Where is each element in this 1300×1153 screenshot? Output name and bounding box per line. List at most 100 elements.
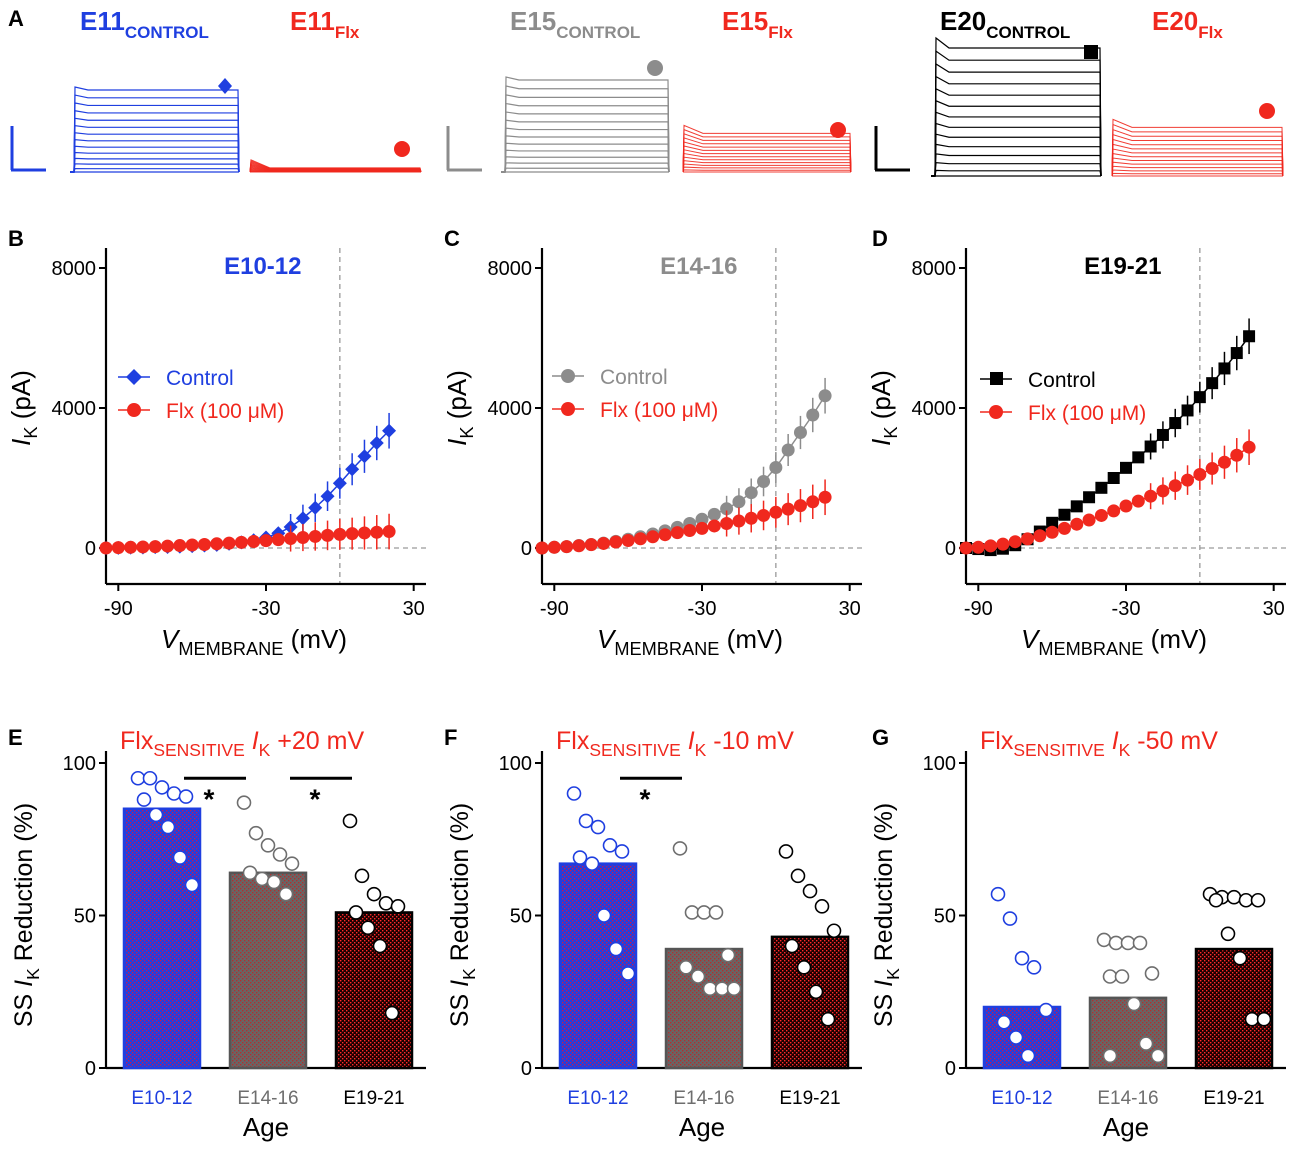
- y-tick-label: 50: [510, 906, 532, 928]
- data-point: [242, 865, 258, 881]
- data-point: [1033, 529, 1047, 543]
- bar-E19-21: [334, 911, 414, 1070]
- panel-letter-e: E: [8, 725, 23, 750]
- significance-star: *: [204, 783, 215, 814]
- data-point: [1232, 950, 1248, 966]
- legend-label: Control: [600, 366, 668, 389]
- y-axis-label: SS IK Reduction (%): [446, 803, 479, 1027]
- data-point: [778, 844, 794, 859]
- data-point: [296, 531, 310, 544]
- data-point: [1102, 969, 1118, 984]
- data-point: [996, 1014, 1012, 1030]
- data-point: [1256, 1011, 1272, 1027]
- series-flx: Flx (100 μM): [99, 400, 396, 555]
- trace-line: [1111, 153, 1284, 177]
- panel-letter-c: C: [444, 226, 460, 251]
- data-point: [161, 539, 175, 553]
- data-point: [633, 532, 647, 546]
- trace-line: [501, 162, 670, 173]
- data-point: [684, 905, 700, 920]
- data-point: [136, 540, 150, 554]
- trace-line: [682, 133, 852, 173]
- trace-line: [70, 86, 240, 173]
- data-point: [1156, 428, 1169, 441]
- significance-star: *: [310, 783, 321, 814]
- data-point: [1132, 451, 1145, 464]
- x-tick-label: E14-16: [1097, 1088, 1158, 1109]
- data-point: [1046, 516, 1059, 529]
- panel-letter-a: A: [8, 6, 24, 31]
- data-point: [1107, 504, 1121, 518]
- data-point: [142, 770, 158, 786]
- data-point: [695, 521, 709, 535]
- legend-label: Control: [1028, 369, 1096, 392]
- data-point: [1193, 468, 1207, 481]
- trace-line: [1111, 169, 1284, 177]
- trace-title-e11-flx: E11Flx: [290, 6, 360, 42]
- x-tick-label: 30: [839, 598, 861, 620]
- trace-line: [931, 62, 1102, 177]
- data-point: [1114, 969, 1130, 984]
- x-axis-label: Age: [679, 1112, 725, 1142]
- data-point: [1230, 347, 1243, 360]
- data-point: [732, 514, 746, 528]
- data-point: [1120, 935, 1136, 951]
- trace-line: [1111, 133, 1284, 177]
- legend-marker: [561, 369, 575, 383]
- data-point: [1131, 494, 1145, 508]
- x-tick-label: -90: [104, 598, 133, 620]
- trace-line: [501, 135, 670, 173]
- bar-E19-21: [770, 935, 850, 1070]
- y-tick-label: 100: [499, 753, 532, 775]
- data-point: [1082, 513, 1096, 527]
- trace-line: [70, 132, 240, 173]
- data-point: [348, 905, 364, 920]
- data-point: [806, 495, 820, 509]
- y-tick-label: 0: [945, 538, 956, 560]
- trace-line: [249, 159, 422, 173]
- data-point: [1070, 517, 1084, 531]
- legend-marker: [989, 405, 1003, 419]
- trace-line: [931, 75, 1102, 177]
- chart-d-iv-curve: 0 4000 8000 -90 -30 30 E19-21 VMEMBRANE (mV) IK …: [866, 248, 1286, 659]
- data-point: [1226, 889, 1242, 905]
- data-point: [670, 526, 684, 540]
- data-point: [720, 502, 734, 516]
- data-point: [1144, 440, 1157, 453]
- trace-line: [682, 149, 852, 173]
- data-point: [790, 868, 806, 884]
- x-tick-label: E19-21: [343, 1088, 404, 1109]
- data-point: [130, 770, 146, 786]
- trace-line: [931, 153, 1102, 177]
- trace-line: [501, 127, 670, 173]
- chart-c-iv-curve: 0 4000 8000 -90 -30 30 E14-16 VMEMBRANE (mV) IK …: [442, 248, 862, 659]
- data-point: [295, 511, 310, 526]
- data-point: [248, 825, 264, 841]
- trace-line: [931, 87, 1102, 177]
- x-axis-label: Age: [1103, 1112, 1149, 1142]
- trace-set-e15-flx: [682, 124, 852, 173]
- data-point: [173, 539, 187, 553]
- data-point: [271, 533, 285, 547]
- data-point: [1094, 508, 1108, 522]
- data-point: [658, 528, 672, 542]
- data-point: [1138, 1036, 1154, 1051]
- data-point: [1205, 462, 1219, 476]
- data-point: [578, 813, 594, 829]
- chart-title: E14-16: [660, 253, 737, 280]
- legend-marker: [990, 372, 1003, 385]
- data-point: [984, 539, 998, 553]
- trace-line: [501, 76, 670, 173]
- data-point: [1038, 1002, 1054, 1018]
- data-point: [784, 938, 800, 954]
- data-point: [99, 541, 113, 555]
- data-point: [154, 780, 170, 795]
- bar-E10-12: [558, 862, 638, 1070]
- data-point: [781, 502, 795, 516]
- trace-line: [931, 49, 1102, 177]
- data-point: [707, 507, 721, 521]
- series-line: [965, 446, 1250, 549]
- data-point: [372, 938, 388, 954]
- data-point: [321, 528, 335, 542]
